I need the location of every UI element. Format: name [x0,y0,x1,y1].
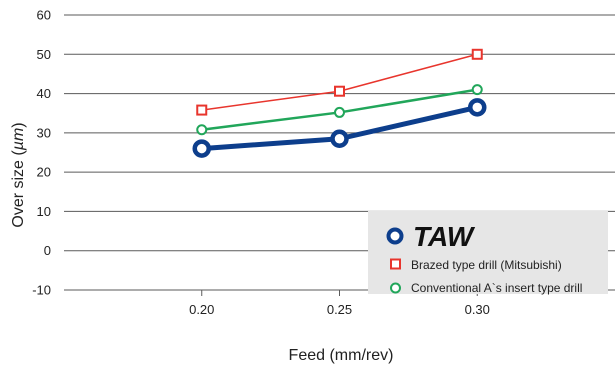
x-tick-labels: 0.20 0.25 0.30 [189,290,490,317]
legend-label-conventional: Conventional A`s insert type drill [411,281,582,295]
x-axis-label: Feed (mm/rev) [289,347,394,364]
y-tick-label: 20 [37,165,51,180]
x-tick-label: 0.30 [465,302,490,317]
series-lines [192,48,487,158]
y-tick-label: -10 [32,283,51,298]
y-axis-label-unit: µm [10,128,27,152]
y-tick-label: 50 [37,47,51,62]
y-axis-label-text: Over size ( [10,150,27,228]
data-point-taw [330,129,349,148]
legend-label-taw: TAW [413,221,476,252]
legend-marker-conventional [390,282,401,294]
data-point-taw [468,98,487,117]
y-tick-label: 10 [37,204,51,219]
legend-marker-brazed [390,258,401,270]
y-tick-labels: -10 0 10 20 30 40 50 60 [32,8,51,298]
data-point-brazed-type-drill-mitsubishi [334,85,345,97]
data-point-brazed-type-drill-mitsubishi [196,104,208,116]
data-point-conventional-a-s-insert-type-drill [334,106,345,118]
series-line-brazed-type-drill-mitsubishi [201,53,478,111]
data-point-conventional-a-s-insert-type-drill [196,124,208,136]
y-axis-label: Over size (µm) [10,122,27,227]
legend: TAW Brazed type drill (Mitsubishi) Conve… [368,211,608,295]
data-point-conventional-a-s-insert-type-drill [471,84,483,96]
y-tick-label: 30 [37,125,51,140]
y-tick-label: 40 [37,86,51,101]
legend-label-brazed: Brazed type drill (Mitsubishi) [411,258,562,272]
data-point-brazed-type-drill-mitsubishi [471,48,483,60]
y-tick-label: 0 [44,243,51,258]
data-point-taw [192,139,211,158]
legend-background [368,211,608,294]
x-tick-label: 0.20 [189,302,214,317]
x-tick-label: 0.25 [327,302,352,317]
y-axis-label-close: ) [10,122,27,127]
legend-marker-taw [386,227,404,245]
y-tick-label: 60 [37,8,51,23]
